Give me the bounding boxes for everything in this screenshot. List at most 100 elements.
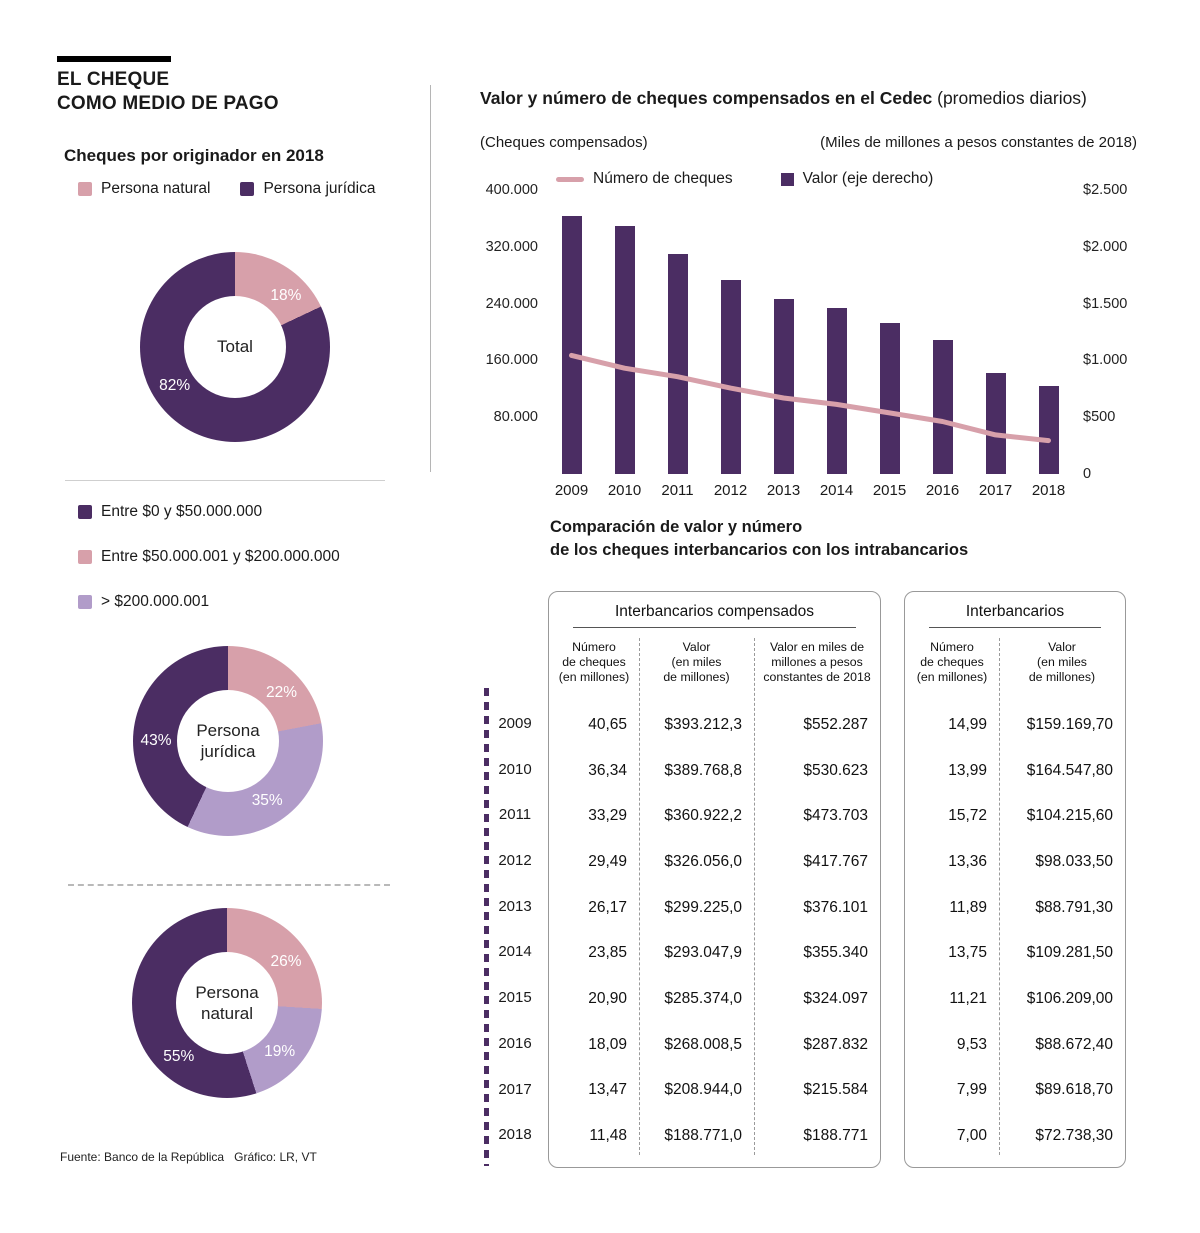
- table-cell: $376.101: [803, 898, 868, 916]
- value-bar: [614, 226, 635, 474]
- cheques-line-series: [569, 352, 1051, 444]
- table-cell: 7,99: [956, 1081, 987, 1099]
- year-label: 2010: [498, 760, 532, 778]
- originator-legend-item: Persona natural: [78, 180, 210, 198]
- year-label: 2013: [498, 897, 532, 915]
- comparison-title: Comparación de valor y número de los che…: [550, 516, 968, 562]
- table-cell: 15,72: [948, 807, 987, 825]
- table-title-underline: [573, 627, 856, 628]
- x-axis-year-label: 2009: [554, 482, 589, 499]
- slice-percentage-label: 26%: [270, 952, 302, 970]
- table-row: 14,99 $159.169,70: [905, 702, 1125, 748]
- table-cell: 11,21: [949, 989, 987, 1007]
- column-header: Valor (en miles de millones): [663, 640, 730, 684]
- column-separator: [754, 638, 755, 1155]
- table-cell: $393.212,3: [664, 715, 742, 733]
- range-legend-item: > $200.000.001: [78, 593, 340, 611]
- table-cell: 18,09: [588, 1035, 627, 1053]
- table-cell: $188.771: [803, 1127, 868, 1145]
- table-cell: $72.738,30: [1035, 1127, 1113, 1145]
- left-axis-tick-label: 400.000: [485, 182, 538, 198]
- legend-label: Entre $0 y $50.000.000: [101, 503, 263, 520]
- table-cell: $552.287: [803, 715, 868, 733]
- table-cell: $164.547,80: [1026, 761, 1113, 779]
- table-cell: $89.618,70: [1035, 1081, 1113, 1099]
- left-axis-tick-label: 320.000: [485, 238, 538, 255]
- table-row: 36,34 $389.768,8 $530.623: [549, 748, 880, 794]
- value-bar: [932, 339, 953, 474]
- table-cell: 11,89: [949, 898, 987, 916]
- legend-label: Valor (eje derecho): [802, 170, 934, 187]
- year-label: 2014: [498, 943, 532, 961]
- table-cell: 13,47: [588, 1081, 627, 1099]
- x-axis-year-label: 2013: [766, 482, 801, 499]
- table-cell: 7,00: [956, 1127, 987, 1145]
- value-bar: [1038, 385, 1059, 474]
- table-interbancarios-compensados: Interbancarios compensados Número de cheq…: [548, 591, 881, 1168]
- originator-legend: Persona natural Persona jurídica: [78, 180, 375, 198]
- x-axis-year-label: 2014: [819, 482, 854, 499]
- legend-swatch: [78, 595, 92, 609]
- slice-percentage-label: 43%: [140, 732, 172, 749]
- table-row: 26,17 $299.225,0 $376.101: [549, 885, 880, 931]
- table-cell: $299.225,0: [664, 898, 742, 916]
- table-cell: $104.215,60: [1026, 807, 1113, 825]
- table-row: 13,99 $164.547,80: [905, 748, 1125, 794]
- column-header: Valor en miles de millones a pesos const…: [763, 640, 871, 684]
- table-cell: $215.584: [803, 1081, 868, 1099]
- table-cell: 33,29: [588, 807, 627, 825]
- bar-chart-title: Valor y número de cheques compensados en…: [480, 88, 1160, 109]
- table-row: 9,53 $88.672,40: [905, 1022, 1125, 1068]
- table-row: 13,47 $208.944,0 $215.584: [549, 1068, 880, 1114]
- table-header-row: Número de cheques (en millones) Valor (en…: [549, 640, 880, 685]
- left-axis-caption: (Cheques compensados): [480, 134, 648, 151]
- vertical-divider: [430, 85, 431, 472]
- x-axis-year-label: 2012: [713, 482, 748, 499]
- table-body: 14,99 $159.169,70 13,99 $164.547,80 15,72 $10…: [905, 702, 1125, 1159]
- line-series-swatch: [556, 176, 584, 182]
- value-bar: [773, 299, 794, 474]
- x-axis-year-label: 2016: [925, 482, 960, 499]
- range-legend-item: Entre $0 y $50.000.000: [78, 503, 340, 521]
- value-bar: [879, 322, 900, 474]
- right-axis-tick-label: 0: [1083, 466, 1092, 482]
- year-label: 2015: [498, 989, 532, 1007]
- comparison-title-line2: de los cheques interbancarios con los in…: [550, 541, 969, 559]
- legend-label: Número de cheques: [593, 170, 733, 187]
- legend-swatch: [240, 182, 255, 196]
- page-title-line1: EL CHEQUE: [57, 69, 170, 90]
- column-header: Valor (en miles de millones): [1028, 640, 1096, 684]
- dashed-divider: [68, 884, 390, 886]
- value-bar: [561, 216, 582, 474]
- legend-label: > $200.000.001: [101, 593, 210, 610]
- table-row: 7,99 $89.618,70: [905, 1068, 1125, 1114]
- amount-range-legend: Entre $0 y $50.000.000 Entre $50.000.001 …: [78, 503, 340, 611]
- donut-center-label: Persona jurídica: [177, 690, 279, 792]
- title-accent-bar: [57, 56, 171, 62]
- table-cell: $293.047,9: [664, 944, 742, 962]
- bar-chart-legend: Número de cheques Valor (eje derecho): [556, 170, 933, 188]
- table-cell: 40,65: [588, 715, 627, 733]
- right-axis-tick-label: $500: [1083, 409, 1116, 426]
- year-label: 2009: [498, 715, 532, 732]
- table-row: 7,00 $72.738,30: [905, 1113, 1125, 1159]
- table-cell: 13,75: [948, 944, 987, 962]
- horizontal-divider: [65, 480, 385, 481]
- table-cell: $389.768,8: [664, 761, 742, 779]
- table-cell: $106.209,00: [1026, 989, 1113, 1007]
- table-cell: 29,49: [588, 852, 627, 870]
- donut-center-label: Total: [184, 296, 286, 398]
- chart-legend-item: Valor (eje derecho): [780, 170, 934, 188]
- value-bar: [720, 279, 741, 474]
- table-row: 18,09 $268.008,5 $287.832: [549, 1022, 880, 1068]
- legend-swatch: [78, 550, 92, 564]
- year-label: 2012: [498, 852, 532, 870]
- table-cell: $285.374,0: [664, 989, 742, 1007]
- source-credit: Fuente: Banco de la República Gráfico: L…: [60, 1150, 317, 1164]
- table-cell: 13,36: [948, 852, 987, 870]
- left-axis-tick-label: 160.000: [485, 352, 538, 369]
- left-axis-tick-label: 80.000: [493, 409, 538, 426]
- table-row: 11,89 $88.791,30: [905, 885, 1125, 931]
- value-bar: [826, 308, 847, 474]
- right-axis-tick-label: $2.000: [1083, 238, 1128, 255]
